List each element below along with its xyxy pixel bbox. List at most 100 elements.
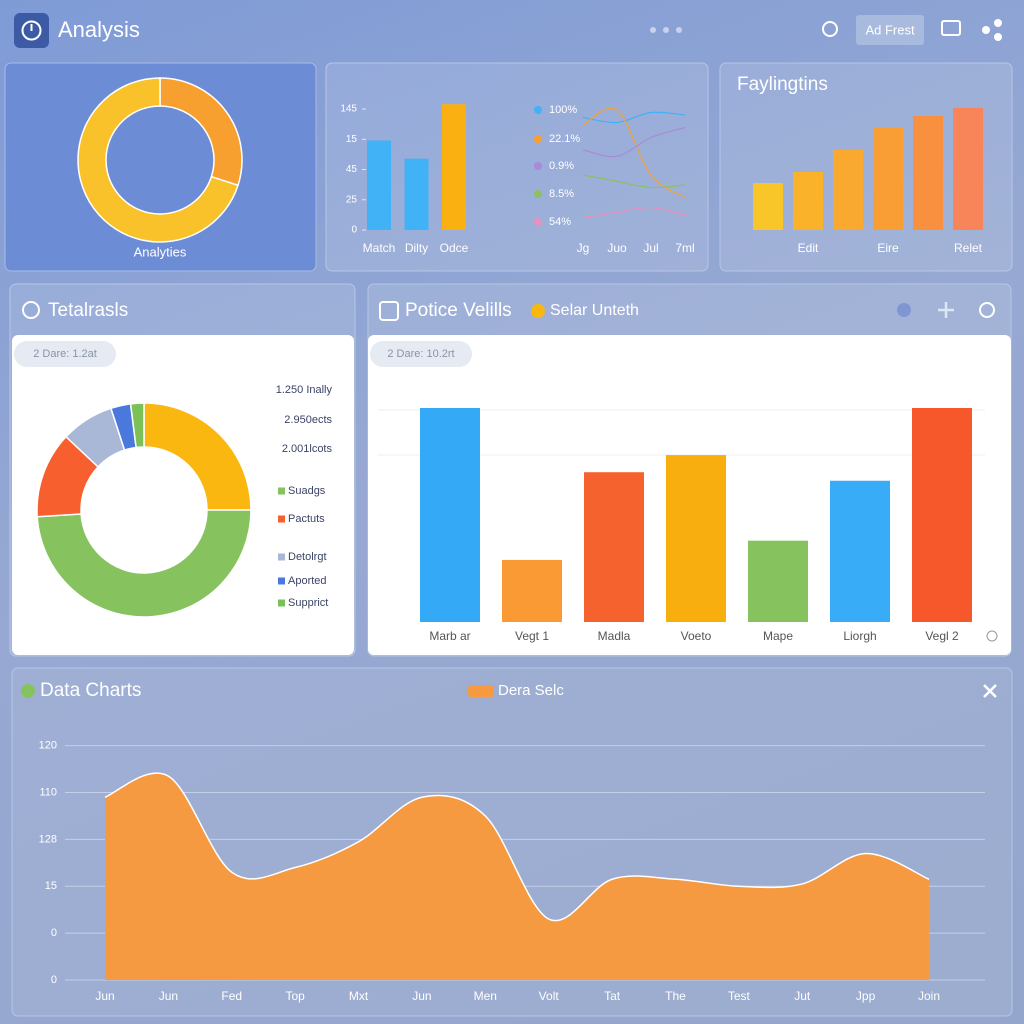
y-tick-label: 25: [346, 194, 358, 205]
x-tick-label: Match: [363, 241, 396, 255]
panel-title: Data Charts: [40, 680, 141, 701]
legend-label: 0.9%: [549, 160, 574, 172]
legend-swatch: [278, 553, 285, 561]
series-line: [582, 174, 686, 189]
x-tick-label: Join: [918, 989, 940, 1003]
panel-title: Tetalrasls: [48, 300, 128, 321]
x-tick-label: Test: [728, 989, 751, 1003]
legend-label: Selar Unteth: [550, 302, 639, 319]
bar: [793, 172, 823, 230]
legend-label: Supprict: [288, 597, 328, 609]
legend-dot: [534, 162, 542, 170]
area: [105, 773, 929, 980]
legend-swatch: [278, 487, 285, 495]
x-tick-label: Eire: [877, 241, 899, 255]
bar: [666, 455, 726, 622]
annotation: 2.001lcots: [282, 443, 333, 455]
network-icon[interactable]: [982, 19, 1002, 41]
donut-segment: [36, 509, 252, 618]
x-tick-label: Jul: [643, 241, 658, 255]
search-icon[interactable]: [822, 21, 838, 37]
y-tick-label: 45: [346, 164, 358, 175]
info-icon[interactable]: [986, 630, 998, 642]
x-tick-label: Jpp: [856, 989, 876, 1003]
legend-dot: [534, 190, 542, 198]
legend-dot: [531, 304, 545, 318]
legend-dot: [21, 684, 35, 698]
x-tick-label: Volt: [539, 989, 560, 1003]
bar: [830, 480, 890, 622]
legend-label: 54%: [549, 216, 571, 228]
app-title: Analysis: [58, 17, 140, 42]
legend-dot: [534, 218, 542, 226]
chip[interactable]: [14, 341, 116, 367]
button[interactable]: [856, 15, 924, 45]
x-tick-label: Vegt 1: [515, 629, 549, 643]
status-dot[interactable]: [897, 303, 911, 317]
y-tick-label: 15: [346, 134, 358, 145]
bar: [367, 140, 391, 230]
y-tick-label: 145: [340, 104, 357, 115]
legend-label: Pactuts: [288, 513, 325, 525]
bar: [753, 183, 783, 230]
bar: [748, 540, 808, 622]
y-tick-label: 120: [39, 740, 57, 752]
bar: [442, 104, 466, 230]
chip-label: 2 Dare: 10.2rt: [387, 348, 454, 360]
donut-segment: [143, 402, 252, 511]
x-tick-label: Men: [474, 989, 497, 1003]
chip[interactable]: [370, 341, 472, 367]
y-tick-label: 110: [39, 786, 57, 798]
bar: [404, 158, 429, 230]
bar: [912, 408, 972, 622]
donut-segment: [77, 77, 239, 243]
x-tick-label: Voeto: [681, 629, 712, 643]
x-tick-label: Jut: [794, 989, 811, 1003]
legend-label: Dera Selc: [498, 682, 564, 699]
bar: [913, 116, 943, 230]
panel: [4, 62, 317, 272]
panel-title: Faylingtins: [737, 74, 828, 95]
series-line: [582, 107, 686, 199]
y-tick-label: 15: [45, 880, 57, 892]
x-tick-label: Jun: [412, 989, 431, 1003]
x-tick-label: Juo: [607, 241, 627, 255]
legend-label: Suadgs: [288, 485, 326, 497]
x-tick-label: Marb ar: [429, 629, 470, 643]
legend-dot: [534, 106, 542, 114]
x-tick-label: Top: [285, 989, 305, 1003]
x-tick-label: 7ml: [675, 241, 694, 255]
add-icon[interactable]: [938, 302, 954, 318]
search-icon[interactable]: [979, 302, 995, 318]
annotation: 1.250 Inally: [276, 384, 333, 396]
bar: [420, 408, 480, 622]
chart-icon: [379, 301, 399, 321]
bar: [953, 108, 983, 230]
share-icon[interactable]: [941, 20, 961, 36]
x-tick-label: Madla: [598, 629, 631, 643]
x-tick-label: Jun: [95, 989, 114, 1003]
y-tick-label: 0: [51, 974, 57, 986]
legend-label: Aported: [288, 575, 327, 587]
legend-label: Detolrgt: [288, 551, 327, 563]
chip-label: 2 Dare: 1.2at: [33, 348, 97, 360]
series-line: [582, 111, 686, 124]
series-line: [582, 206, 686, 219]
close-icon[interactable]: [983, 684, 997, 698]
legend-label: 100%: [549, 104, 577, 116]
x-tick-label: Odce: [440, 241, 469, 255]
legend-swatch: [278, 577, 285, 585]
x-tick-label: Relet: [954, 241, 983, 255]
clock-icon: [22, 301, 40, 319]
x-tick-label: Tat: [604, 989, 621, 1003]
bar: [502, 559, 562, 622]
menu-dots[interactable]: [650, 27, 682, 33]
y-tick-label: 0: [351, 225, 357, 236]
donut-segment: [129, 402, 145, 449]
x-tick-label: Liorgh: [843, 629, 876, 643]
legend-label: 22.1%: [549, 133, 580, 145]
button-label[interactable]: Ad Frest: [865, 22, 915, 37]
bar: [584, 472, 644, 622]
legend-swatch: [278, 515, 285, 523]
